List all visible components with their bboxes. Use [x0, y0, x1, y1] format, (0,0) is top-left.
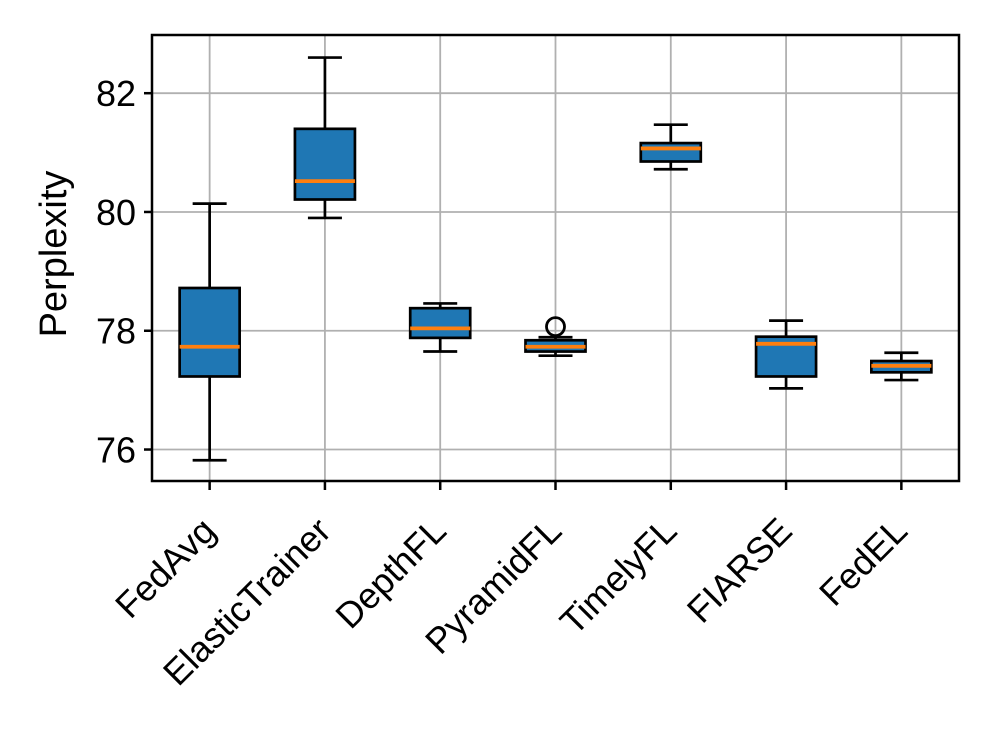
iqr-box: [639, 141, 703, 163]
y-tick-label: 80: [96, 192, 136, 233]
y-tick-label: 78: [96, 311, 136, 352]
box-fedel: [870, 351, 933, 382]
box-pyramidfl: [524, 316, 587, 358]
y-tick-label: 82: [96, 73, 136, 114]
y-tick-label: 76: [96, 429, 136, 470]
box-timelyfl: [639, 123, 703, 171]
iqr-box: [293, 127, 357, 201]
outlier-marker: [545, 316, 566, 337]
box-elastictrainer: [293, 56, 357, 220]
box-fiarse: [754, 319, 818, 390]
y-axis-label: Perplexity: [33, 170, 75, 338]
box-depthfl: [408, 302, 472, 353]
iqr-box: [408, 306, 472, 340]
box-fedavg: [178, 202, 241, 462]
iqr-box: [178, 286, 241, 378]
